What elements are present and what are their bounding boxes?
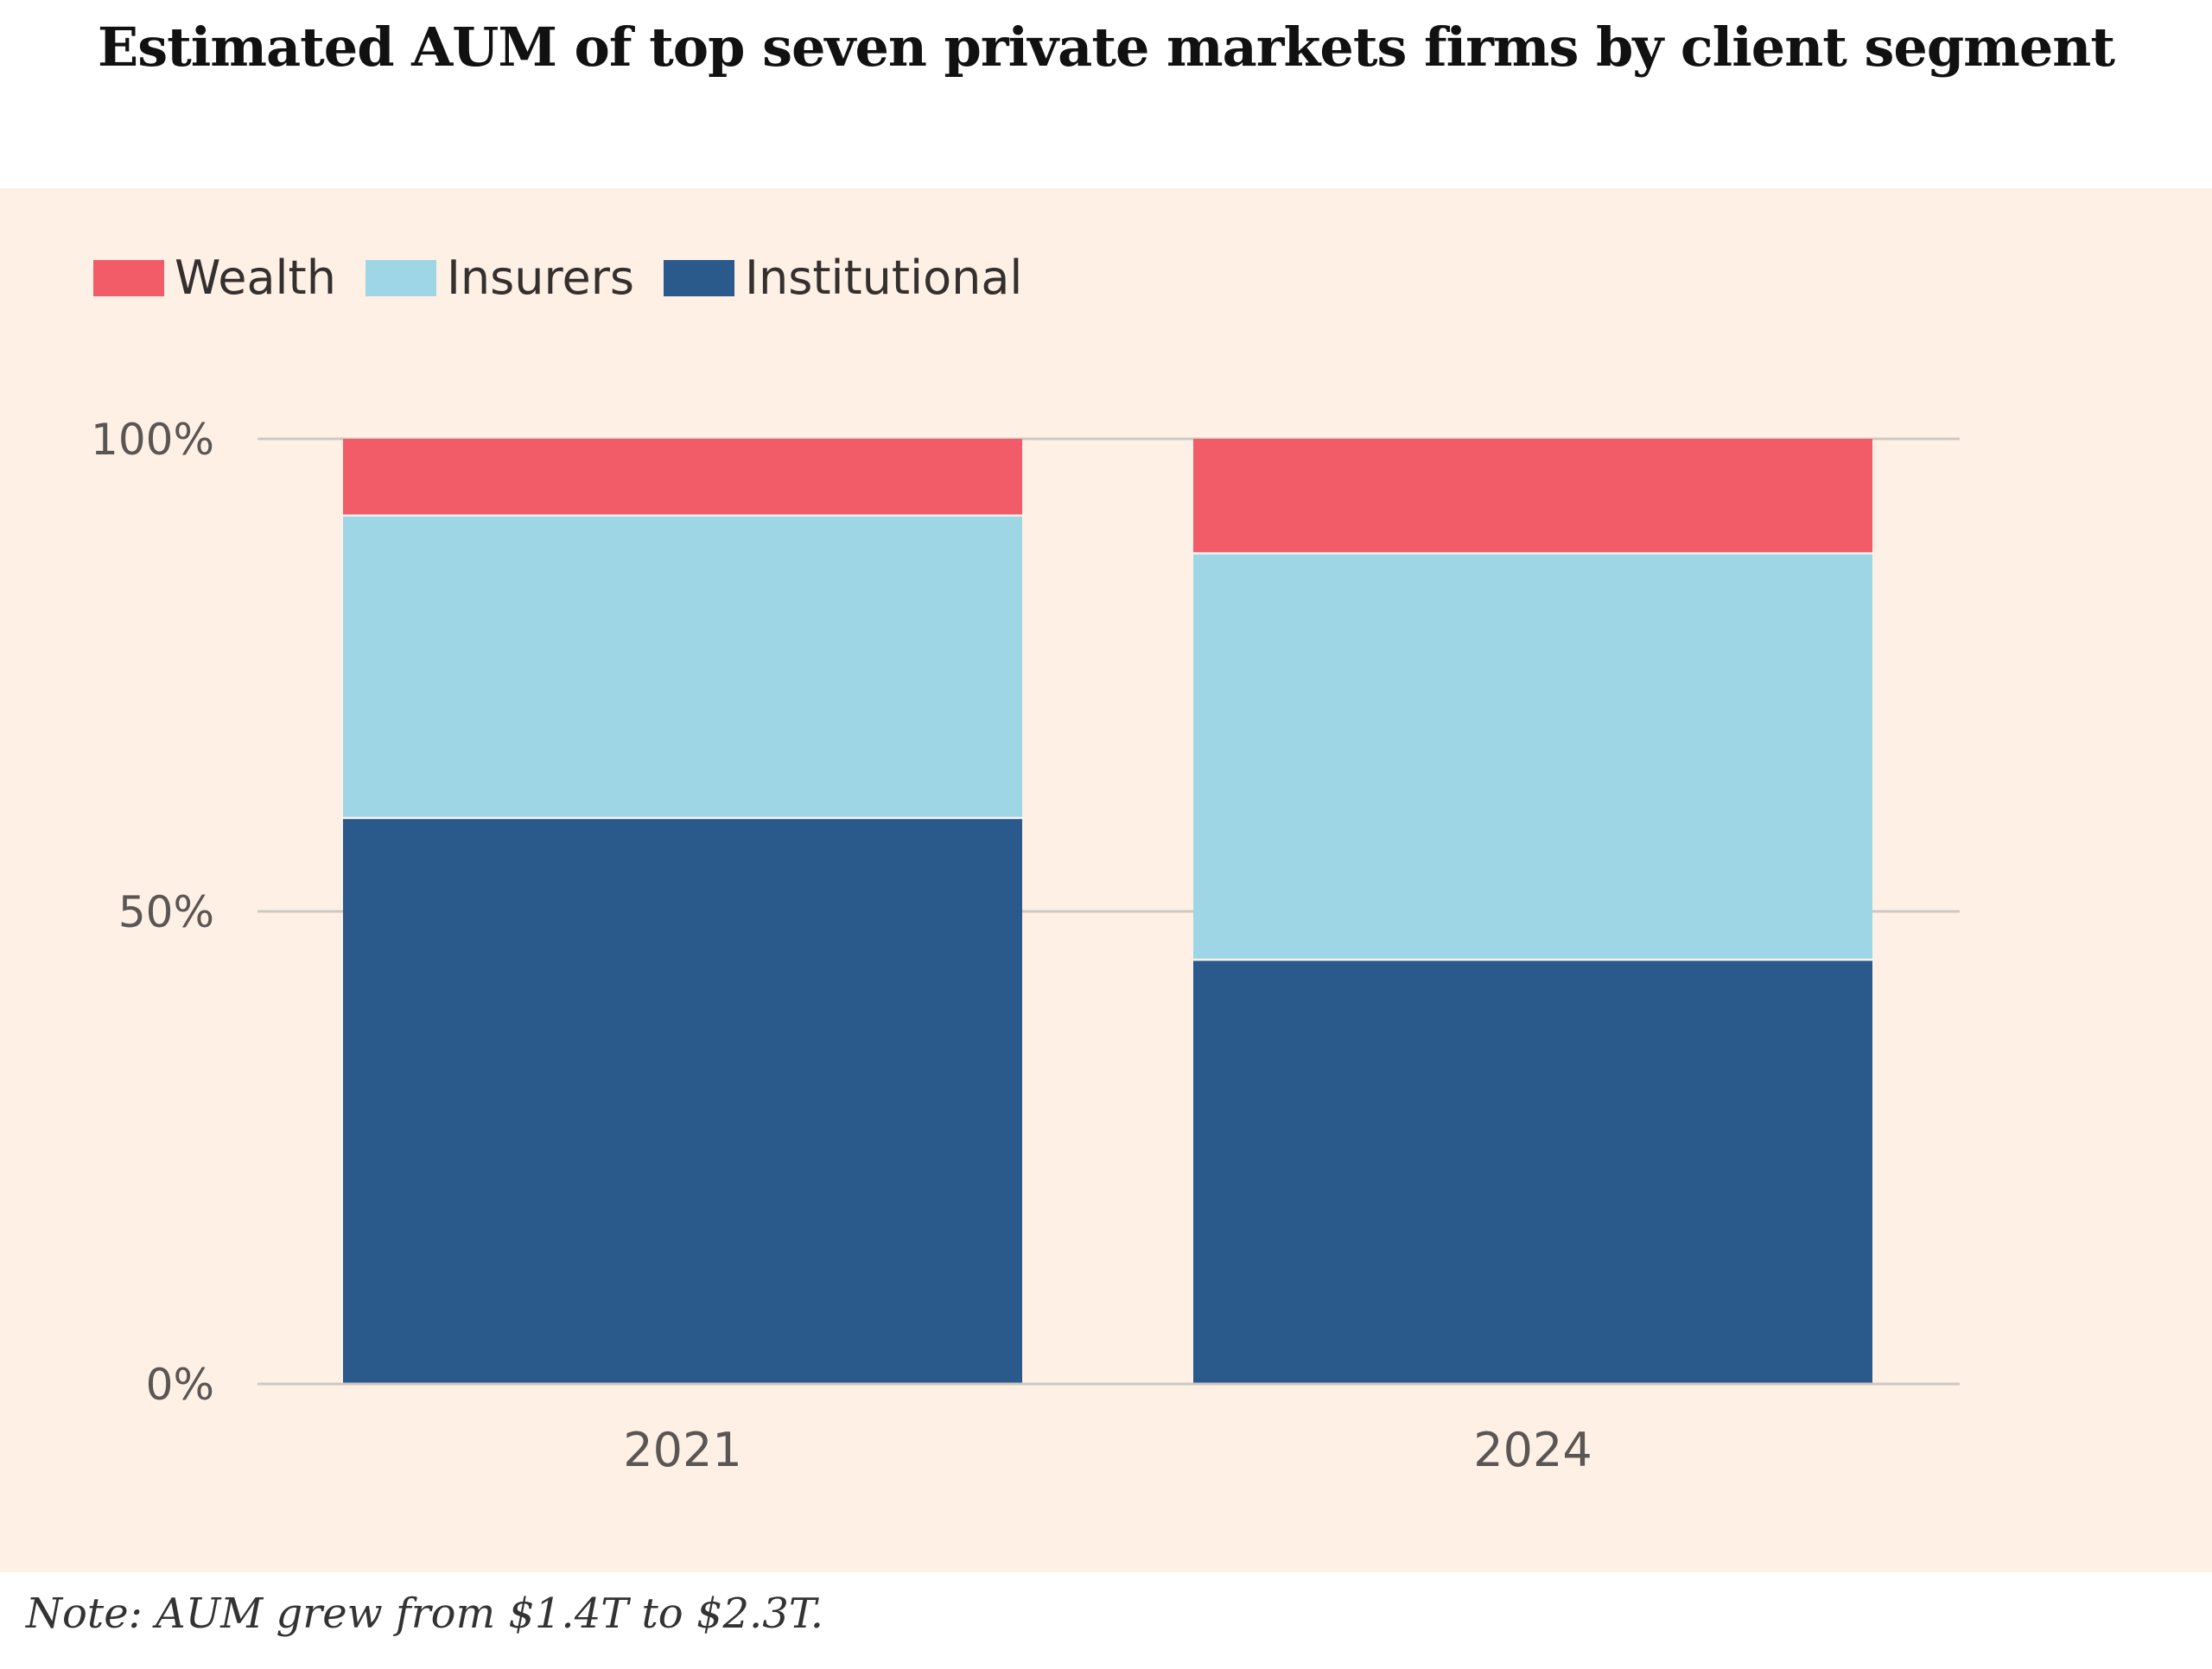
axis-labels: 0% 50% 100% 2021 2024: [91, 415, 1592, 1477]
legend-swatch-insurers: [365, 259, 436, 296]
legend-label-institutional: Institutional: [745, 251, 1023, 305]
legend-swatch-wealth: [93, 259, 164, 296]
bar-wealth-2024: [1193, 439, 1872, 553]
y-tick-label-0: 0%: [146, 1360, 214, 1410]
bars: [257, 439, 1960, 1386]
y-tick-label-50: 50%: [118, 887, 214, 937]
bar-insurers-2021: [343, 514, 1022, 817]
legend-item-institutional: Institutional: [664, 251, 1022, 305]
legend-item-wealth: Wealth: [93, 251, 336, 305]
legend: Wealth Insurers Institutional: [93, 251, 1052, 305]
legend-label-insurers: Insurers: [446, 251, 635, 305]
bar-institutional-2021: [343, 816, 1022, 1384]
legend-swatch-institutional: [664, 259, 735, 296]
bar-insurers-2024: [1193, 552, 1872, 959]
legend-label-wealth: Wealth: [175, 251, 336, 305]
y-tick-label-100: 100%: [91, 415, 214, 465]
bar-wealth-2021: [343, 439, 1022, 515]
chart-title: Estimated AUM of top seven private marke…: [98, 16, 2115, 79]
bar-institutional-2024: [1193, 958, 1872, 1384]
footnote: Note: AUM grew from $1.4T to $2.3T.: [26, 1590, 824, 1638]
x-tick-label-2021: 2021: [623, 1423, 741, 1477]
x-tick-label-2024: 2024: [1473, 1423, 1592, 1477]
chart-plot: 0% 50% 100% 2021 2024: [91, 415, 1960, 1477]
chart-panel: Wealth Insurers Institutional 0% 50% 100% 2…: [0, 188, 2212, 1572]
legend-item-insurers: Insurers: [365, 251, 634, 305]
